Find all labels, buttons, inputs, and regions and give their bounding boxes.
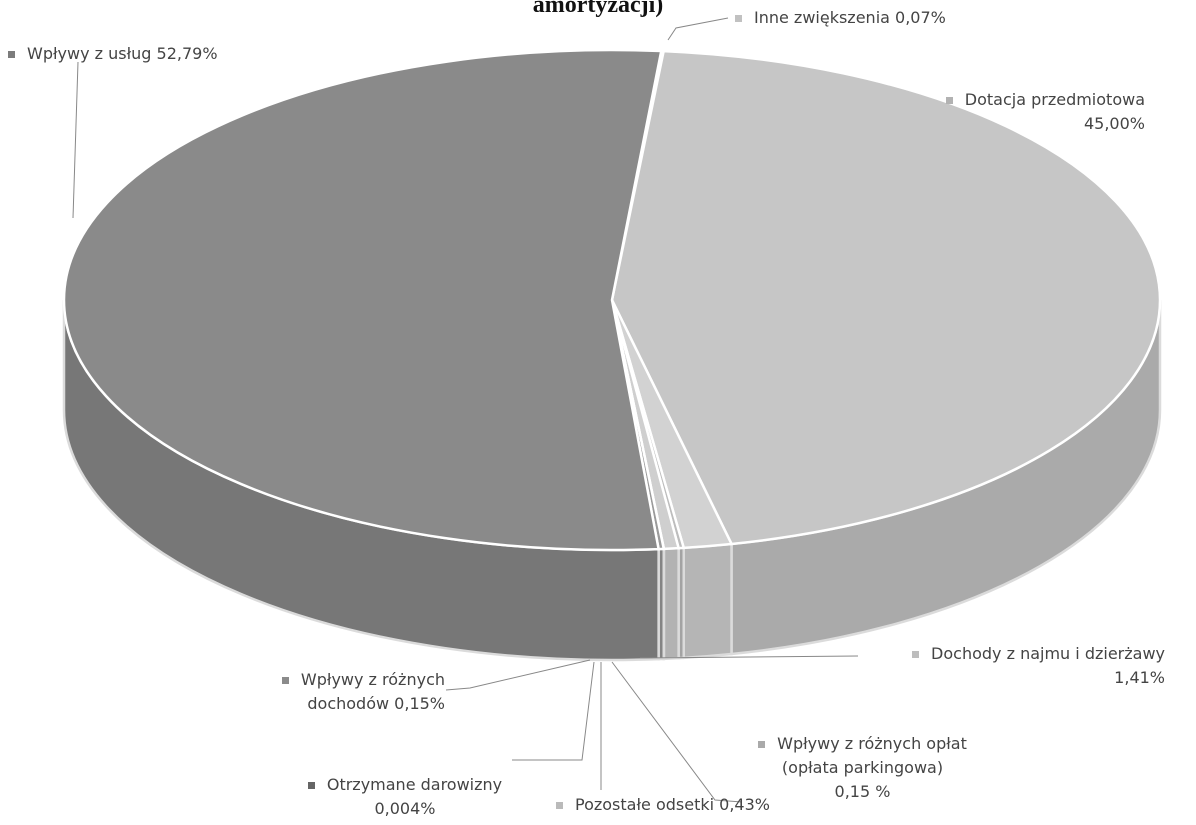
data-label: Inne zwiększenia 0,07%	[735, 6, 1055, 30]
slice	[610, 49, 1162, 546]
value-label: 52,79%	[156, 44, 218, 63]
legend-marker	[912, 651, 920, 658]
value-label: 45,00%	[1083, 114, 1145, 133]
legend-label: Wpływy z usług	[27, 44, 152, 63]
legend-label: Dotacja przedmiotowa	[964, 90, 1145, 109]
legend-marker	[735, 15, 742, 22]
data-label: Pozostałe odsetki 0,43%	[556, 793, 856, 817]
value-label: 0,15%	[394, 694, 445, 713]
legend-label: Pozostałe odsetki	[575, 795, 715, 814]
leader-line	[639, 655, 859, 659]
value-label: 0,43%	[719, 795, 770, 814]
value-label: 0,004%	[374, 799, 436, 818]
legend-marker	[556, 802, 563, 809]
chart-title: amortyzacji)	[532, 0, 664, 18]
data-label: Otrzymane darowizny 0,004%	[295, 773, 515, 821]
slice-side	[662, 546, 680, 661]
legend-label: Otrzymane darowizny	[326, 775, 503, 794]
slice	[62, 48, 663, 552]
legend-marker	[945, 97, 953, 104]
slice-side	[682, 542, 733, 660]
legend-marker	[758, 741, 766, 748]
legend-label: Wpływy z różnych opłat (opłata parkingow…	[777, 734, 967, 777]
data-label: Wpływy z różnych opłat (opłata parkingow…	[745, 732, 980, 804]
leader-line	[512, 661, 595, 761]
value-label: 0,15 %	[834, 782, 891, 801]
data-label: Dochody z najmu i dzierżawy 1,41%	[865, 642, 1165, 690]
data-label: Wpływy z usług 52,79%	[8, 42, 328, 66]
legend-label: Inne zwiększenia	[754, 8, 890, 27]
legend-marker	[281, 677, 289, 684]
leader-line	[445, 659, 591, 691]
leader-line	[667, 17, 729, 41]
legend-marker	[307, 782, 315, 789]
data-label: Dotacja przedmiotowa 45,00%	[925, 88, 1145, 136]
leader-line	[611, 661, 743, 803]
value-label: 0,07%	[895, 8, 946, 27]
legend-marker	[8, 51, 15, 58]
legend-label: Dochody z najmu i dzierżawy	[931, 644, 1165, 663]
data-label: Wpływy z różnych dochodów 0,15%	[240, 668, 445, 716]
value-label: 1,41%	[1114, 668, 1165, 687]
legend-label: Wpływy z różnych dochodów	[300, 670, 445, 713]
leader-line	[72, 61, 79, 219]
